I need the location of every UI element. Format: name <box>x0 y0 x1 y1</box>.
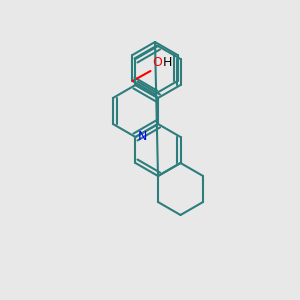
Text: O: O <box>152 56 162 69</box>
Text: N: N <box>137 130 147 143</box>
Text: H: H <box>163 56 172 69</box>
